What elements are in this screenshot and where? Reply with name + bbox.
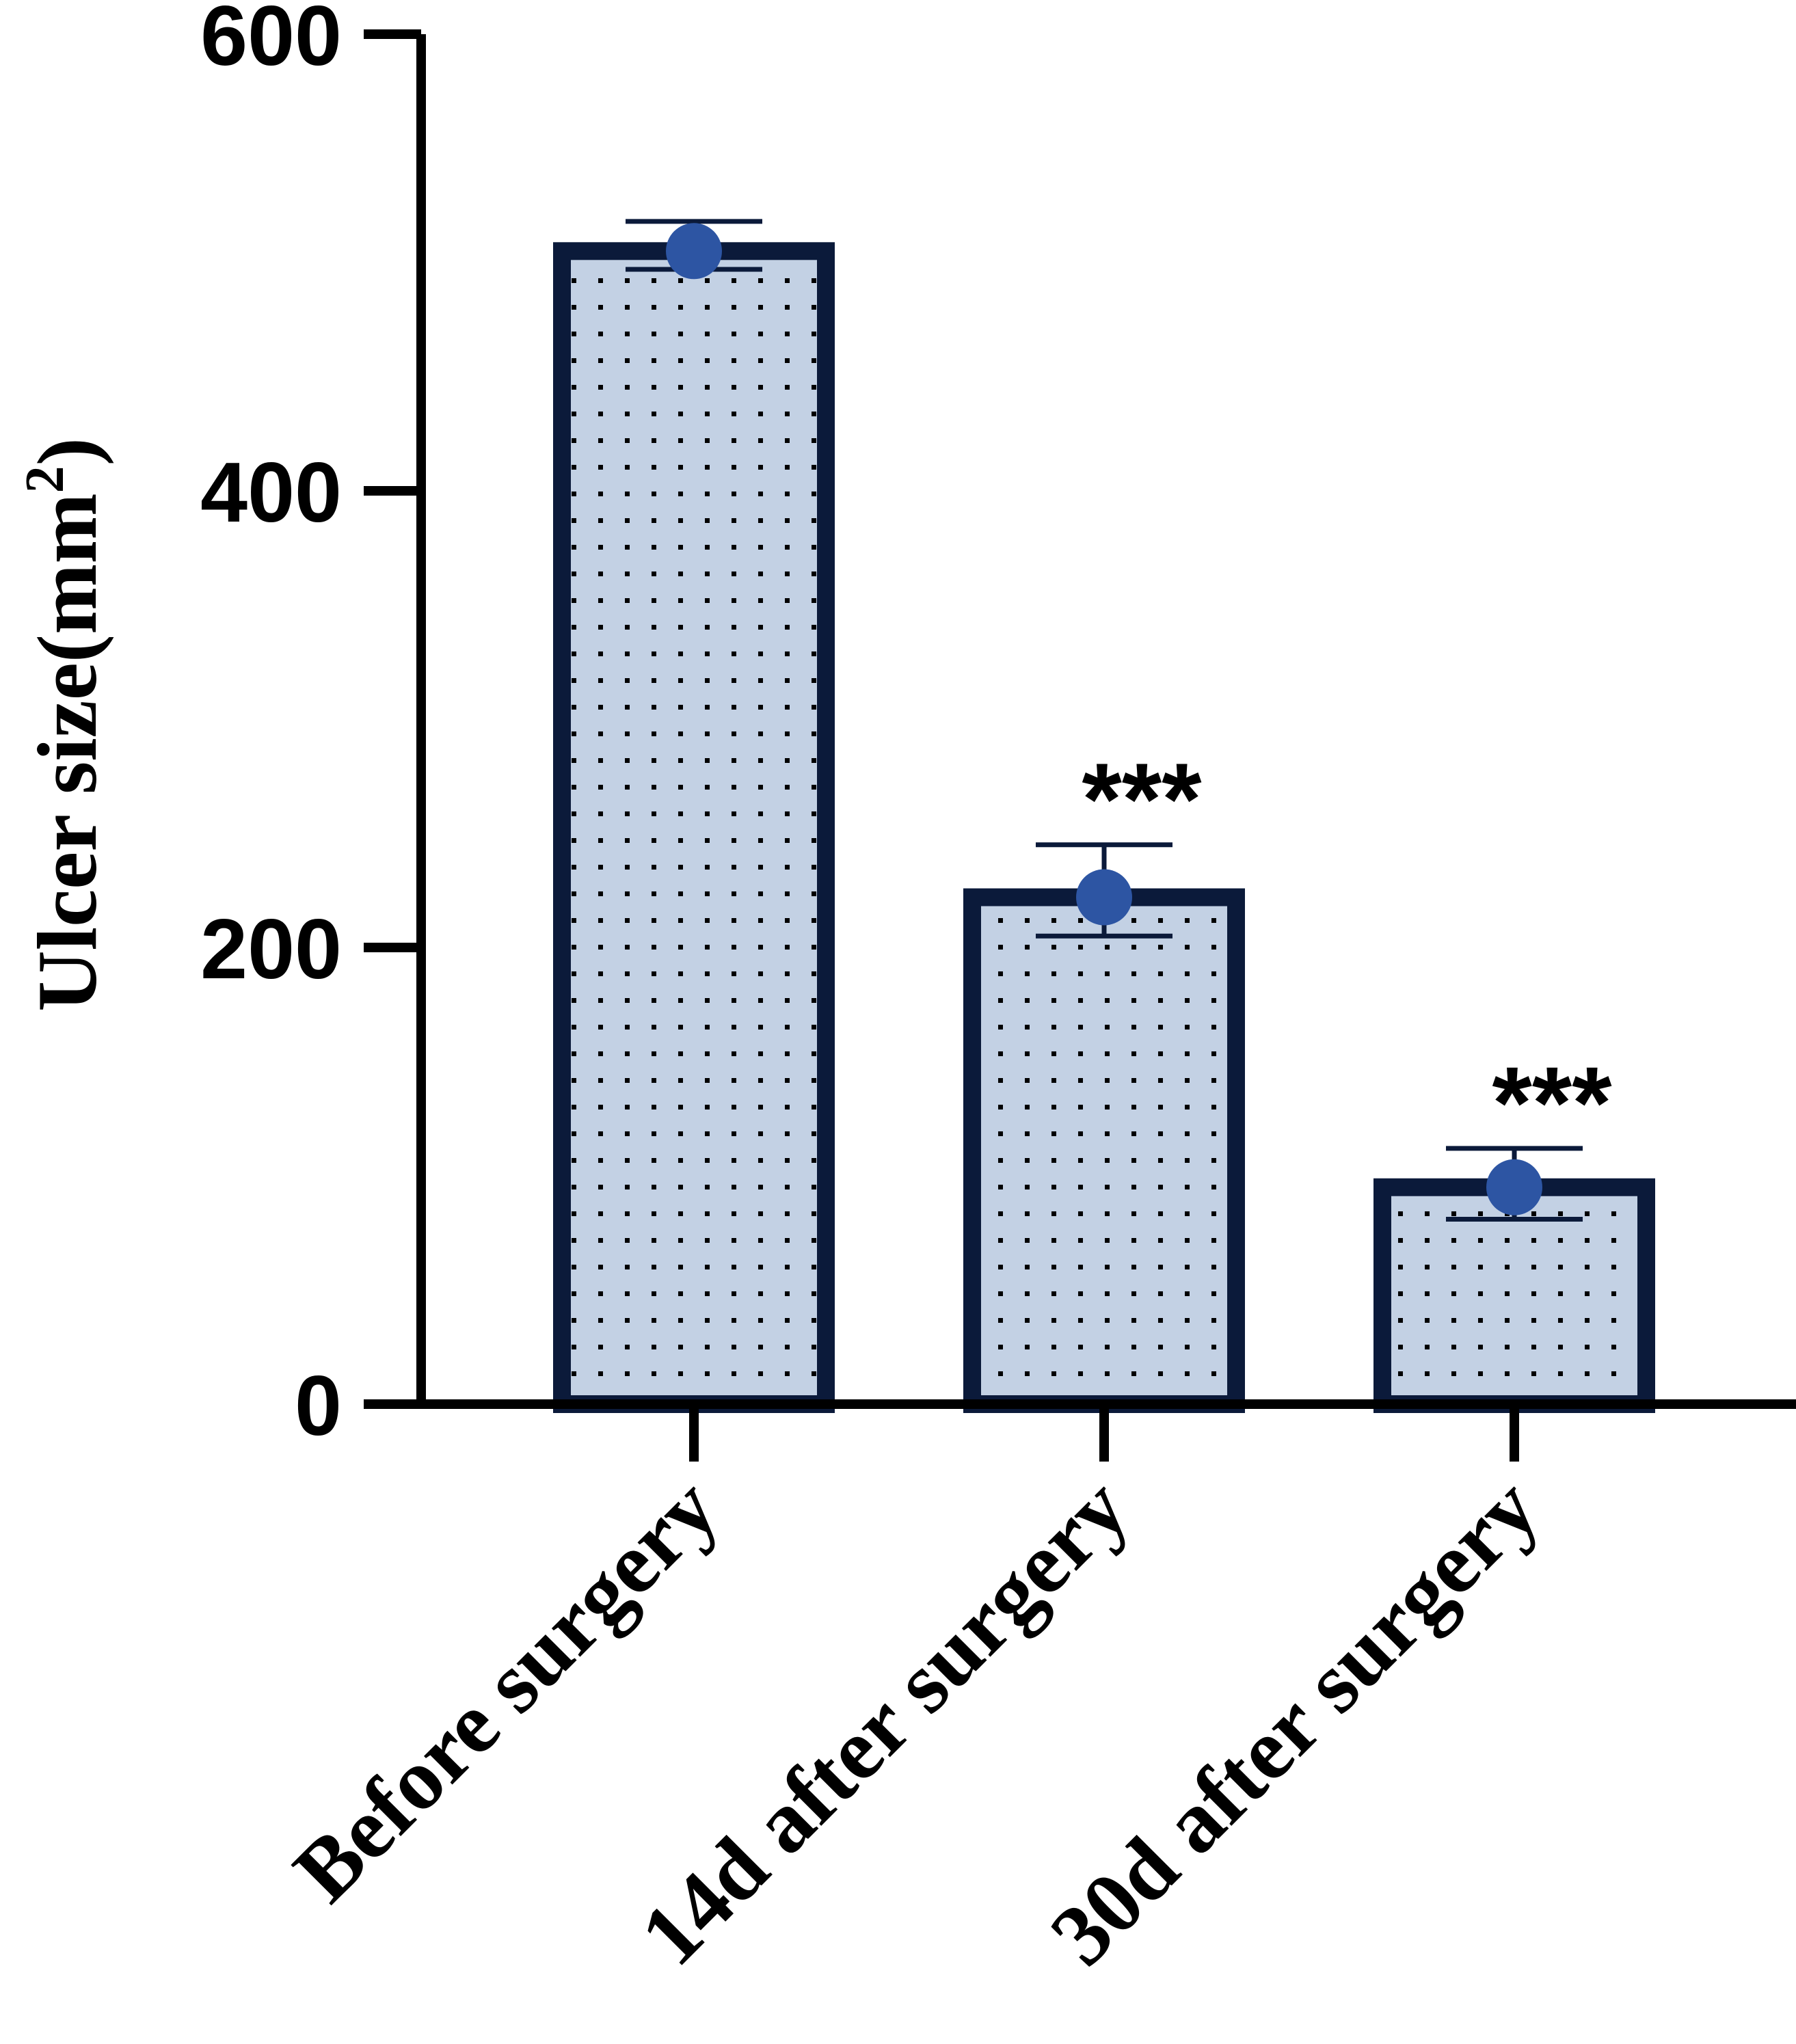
significance-label-30d-after-surgery: *** bbox=[1492, 1045, 1612, 1160]
y-tick-label-0: 0 bbox=[295, 1359, 342, 1453]
data-point-30d-after-surgery bbox=[1486, 1159, 1542, 1215]
y-tick-label-400: 400 bbox=[200, 446, 342, 540]
bar-14d-after-surgery bbox=[963, 888, 1245, 1413]
x-tick-label-before-surgery: Before surgery bbox=[276, 1459, 736, 1920]
data-points-layer bbox=[666, 223, 1542, 1215]
significance-layer: *** *** bbox=[1082, 742, 1612, 1160]
data-point-before-surgery bbox=[666, 223, 722, 280]
bar-before-surgery bbox=[553, 242, 835, 1413]
y-axis-title: Ulcer size(mm2) bbox=[15, 438, 114, 1012]
data-point-14d-after-surgery bbox=[1076, 869, 1132, 926]
significance-label-14d-after-surgery: *** bbox=[1082, 742, 1202, 857]
y-tick-label-200: 200 bbox=[200, 902, 342, 997]
y-tick-label-600: 600 bbox=[200, 0, 342, 83]
y-ticks-layer: 0 200 400 600 bbox=[200, 0, 421, 1453]
